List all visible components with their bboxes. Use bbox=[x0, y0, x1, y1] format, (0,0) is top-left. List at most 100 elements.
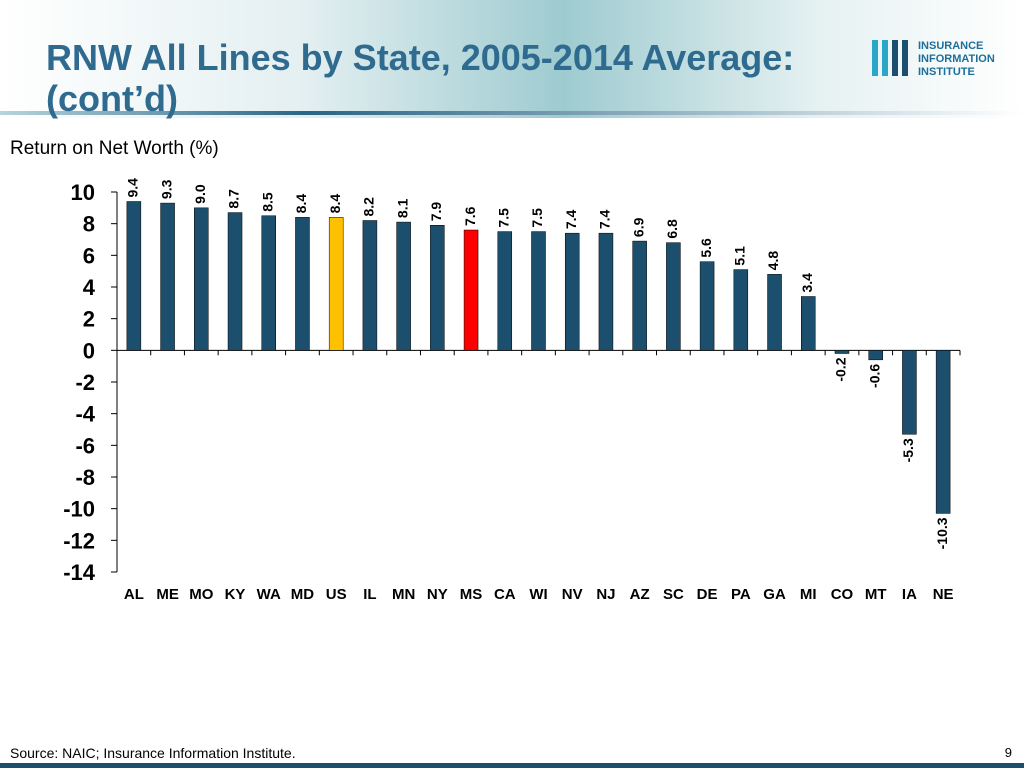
value-label: -10.3 bbox=[934, 517, 950, 549]
value-label: 3.4 bbox=[799, 273, 815, 293]
x-tick-label: MI bbox=[800, 586, 817, 603]
y-tick-label: -4 bbox=[75, 402, 95, 427]
x-tick-label: NE bbox=[933, 586, 954, 603]
bar bbox=[396, 221, 411, 351]
y-tick-label: 8 bbox=[83, 212, 95, 237]
bar bbox=[194, 207, 209, 351]
value-label: 9.4 bbox=[125, 178, 141, 198]
value-label: -0.2 bbox=[833, 357, 849, 381]
bar bbox=[666, 242, 681, 351]
y-tick-label: 0 bbox=[83, 338, 95, 363]
x-tick-label: MD bbox=[291, 586, 314, 603]
x-tick-label: MS bbox=[460, 586, 483, 603]
bar bbox=[227, 212, 243, 351]
source: Source: NAIC; Insurance Information Inst… bbox=[10, 745, 296, 761]
value-label: 7.4 bbox=[597, 209, 613, 229]
x-tick-label: GA bbox=[763, 586, 786, 603]
x-tick-label: WI bbox=[529, 586, 547, 603]
x-tick-label: IA bbox=[902, 586, 917, 603]
value-label: 9.0 bbox=[192, 184, 208, 204]
value-label: 5.1 bbox=[732, 246, 748, 266]
bar bbox=[699, 261, 715, 351]
x-tick-label: SC bbox=[663, 586, 684, 603]
title-line: (cont’d) bbox=[46, 78, 178, 119]
y-tick-label: 6 bbox=[83, 243, 95, 268]
x-tick-label: KY bbox=[225, 586, 246, 603]
value-label: 7.4 bbox=[563, 209, 579, 229]
logo-bar bbox=[902, 40, 908, 76]
value-label: 6.8 bbox=[664, 219, 680, 239]
bar bbox=[834, 350, 850, 354]
x-tick-label: NJ bbox=[596, 586, 615, 603]
y-tick-label: 10 bbox=[71, 180, 95, 205]
value-label: 4.8 bbox=[765, 251, 781, 271]
logo-bar bbox=[882, 40, 888, 76]
value-label: 8.5 bbox=[259, 192, 275, 212]
header-bg bbox=[0, 0, 1024, 118]
bar bbox=[767, 274, 782, 351]
value-label: 6.9 bbox=[630, 217, 646, 237]
value-label: 9.3 bbox=[158, 179, 174, 199]
value-label: 8.4 bbox=[327, 194, 343, 214]
value-label: 8.7 bbox=[226, 189, 242, 209]
title-line: RNW All Lines by State, 2005-2014 Averag… bbox=[46, 37, 794, 78]
page-number: 9 bbox=[1005, 745, 1012, 760]
value-label: 7.9 bbox=[428, 202, 444, 222]
bar bbox=[564, 232, 580, 351]
logo-text: INFORMATION bbox=[918, 53, 995, 65]
y-tick-label: -12 bbox=[63, 528, 95, 553]
x-tick-label: PA bbox=[731, 586, 751, 603]
x-tick-label: NY bbox=[427, 586, 448, 603]
x-tick-label: CO bbox=[831, 586, 854, 603]
bar bbox=[328, 217, 344, 351]
x-tick-label: AZ bbox=[630, 586, 650, 603]
logo-bar bbox=[892, 40, 898, 76]
logo-text: INSTITUTE bbox=[918, 66, 975, 78]
x-tick-label: MT bbox=[865, 586, 887, 603]
bar bbox=[531, 231, 546, 351]
bar bbox=[902, 350, 917, 435]
x-tick-label: DE bbox=[697, 586, 718, 603]
bar bbox=[160, 202, 175, 351]
bar bbox=[126, 201, 142, 351]
value-label: -0.6 bbox=[866, 364, 882, 388]
header-rule bbox=[0, 111, 1024, 115]
logo-bar bbox=[872, 40, 878, 76]
x-tick-label: CA bbox=[494, 586, 516, 603]
bar bbox=[733, 269, 749, 351]
value-label: 7.6 bbox=[462, 206, 478, 226]
bar bbox=[632, 240, 647, 351]
bar bbox=[463, 229, 479, 351]
x-tick-label: AL bbox=[124, 586, 144, 603]
bar bbox=[295, 217, 310, 351]
x-tick-label: US bbox=[326, 586, 347, 603]
x-tick-label: NV bbox=[562, 586, 583, 603]
y-tick-label: -6 bbox=[75, 433, 95, 458]
bar bbox=[261, 215, 276, 351]
logo-text: INSURANCE bbox=[918, 40, 983, 52]
x-tick-label: MO bbox=[189, 586, 213, 603]
value-label: 8.1 bbox=[394, 198, 410, 218]
bar bbox=[497, 231, 513, 351]
bar bbox=[362, 220, 378, 351]
value-label: 8.4 bbox=[293, 194, 309, 214]
value-label: 8.2 bbox=[361, 197, 377, 217]
x-tick-label: MN bbox=[392, 586, 415, 603]
y-tick-label: 2 bbox=[83, 307, 95, 332]
y-tick-label: -8 bbox=[75, 465, 95, 490]
x-tick-label: IL bbox=[363, 586, 376, 603]
bar bbox=[430, 225, 445, 351]
bar bbox=[598, 232, 614, 351]
y-tick-label: -2 bbox=[75, 370, 95, 395]
x-tick-label: WA bbox=[257, 586, 281, 603]
footer-rule bbox=[0, 763, 1024, 768]
y-axis-label: Return on Net Worth (%) bbox=[10, 138, 219, 159]
value-label: -5.3 bbox=[900, 438, 916, 462]
logo: INSURANCE INFORMATION INSTITUTE bbox=[872, 40, 995, 78]
bar bbox=[935, 350, 951, 514]
x-tick-label: ME bbox=[156, 586, 179, 603]
y-tick-label: -10 bbox=[63, 497, 95, 522]
value-label: 5.6 bbox=[698, 238, 714, 258]
value-label: 7.5 bbox=[529, 208, 545, 228]
